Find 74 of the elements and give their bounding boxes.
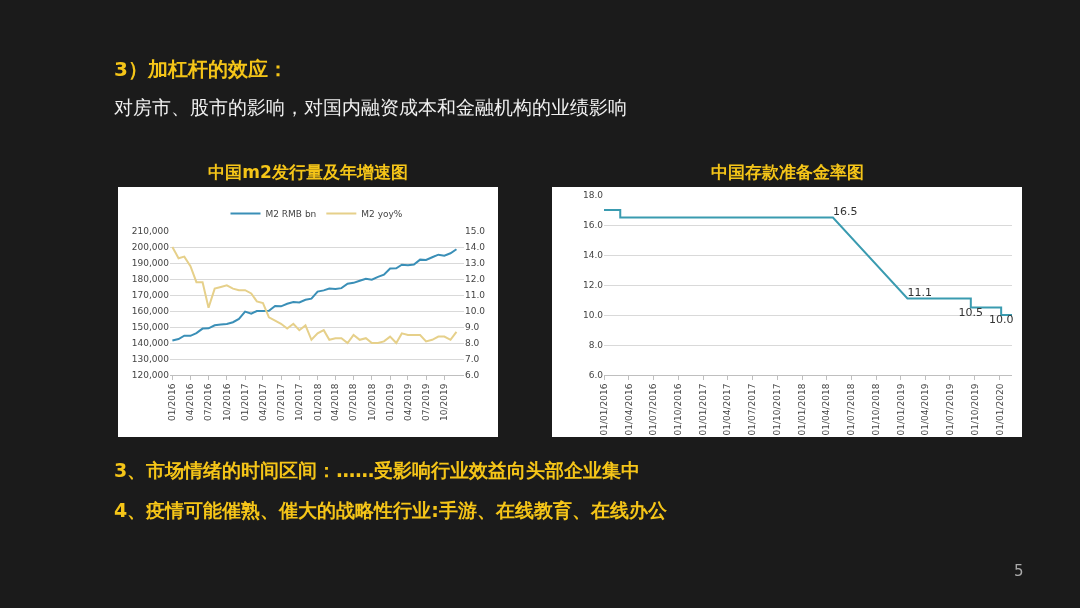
x-tick-label: 01/01/2016 bbox=[598, 383, 609, 436]
text: 3）加杠杆的效应： bbox=[114, 56, 288, 83]
y-tick-label: 190,000 bbox=[131, 258, 170, 269]
x-tick-label: 07/2016 bbox=[203, 383, 214, 421]
y-tick-label: 210,000 bbox=[131, 226, 170, 237]
x-tick-label: 07/2017 bbox=[275, 383, 286, 421]
x-tick-label: 10/2016 bbox=[221, 383, 232, 421]
x-tick-label: 10/2018 bbox=[366, 383, 377, 421]
y-tick-label: 130,000 bbox=[131, 354, 170, 365]
x-tick-label: 01/07/2019 bbox=[944, 383, 955, 436]
x-tick-label: 04/2016 bbox=[185, 383, 196, 421]
x-tick-label: 04/2017 bbox=[257, 383, 268, 421]
x-tick-label: 01/10/2016 bbox=[673, 383, 684, 436]
data-label: 10.0 bbox=[988, 313, 1014, 327]
x-tick-label: 01/04/2016 bbox=[623, 383, 634, 436]
y2-tick-label: 11.0 bbox=[465, 290, 486, 301]
y-tick-label: 6.0 bbox=[588, 370, 604, 381]
x-tick-label: 01/04/2019 bbox=[920, 383, 931, 436]
y-tick-label: 180,000 bbox=[131, 274, 170, 285]
y2-tick-label: 14.0 bbox=[465, 242, 486, 253]
text: 对房市、股市的影响，对国内融资成本和金融机构的业绩影响 bbox=[114, 95, 627, 120]
x-tick-label: 01/04/2018 bbox=[821, 383, 832, 436]
chart-title: 中国m2发行量及年增速图 bbox=[207, 161, 409, 184]
x-tick-label: 01/10/2017 bbox=[772, 383, 783, 436]
x-tick-label: 07/2018 bbox=[348, 383, 359, 421]
x-tick-label: 04/2019 bbox=[402, 383, 413, 421]
y2-tick-label: 10.0 bbox=[465, 306, 486, 317]
x-tick-label: 10/2017 bbox=[294, 383, 305, 421]
x-tick-label: 01/07/2018 bbox=[846, 383, 857, 436]
text: 4、疫情可能催熟、催大的战略性行业:手游、在线教育、在线办公 bbox=[114, 498, 667, 523]
x-tick-label: 01/07/2017 bbox=[747, 383, 758, 436]
x-tick-label: 01/2016 bbox=[167, 383, 178, 421]
x-tick-label: 01/07/2016 bbox=[648, 383, 659, 436]
y-tick-label: 18.0 bbox=[582, 190, 604, 201]
y2-tick-label: 13.0 bbox=[465, 258, 486, 269]
chart-title: 中国存款准备金率图 bbox=[709, 161, 865, 184]
y-tick-label: 12.0 bbox=[582, 280, 604, 291]
x-tick-label: 10/2019 bbox=[439, 383, 450, 421]
y-tick-label: 140,000 bbox=[131, 338, 170, 349]
x-tick-label: 01/01/2020 bbox=[994, 383, 1005, 436]
x-tick-label: 01/2018 bbox=[312, 383, 323, 421]
y-tick-label: 150,000 bbox=[131, 322, 170, 333]
x-tick-label: 01/10/2018 bbox=[870, 383, 881, 436]
y2-tick-label: 6.0 bbox=[465, 370, 480, 381]
y-tick-label: 120,000 bbox=[131, 370, 170, 381]
x-tick-label: 04/2018 bbox=[330, 383, 341, 421]
line-series bbox=[604, 209, 1012, 316]
text: 5 bbox=[1014, 562, 1024, 580]
y-tick-label: 160,000 bbox=[131, 306, 170, 317]
y2-tick-label: 7.0 bbox=[465, 354, 480, 365]
text: 3、市场情绪的时间区间：……受影响行业效益向头部企业集中 bbox=[114, 458, 641, 483]
y-tick-label: 8.0 bbox=[588, 340, 604, 351]
x-tick-label: 01/04/2017 bbox=[722, 383, 733, 436]
y-tick-label: 170,000 bbox=[131, 290, 170, 301]
y2-tick-label: 8.0 bbox=[465, 338, 480, 349]
y2-tick-label: 9.0 bbox=[465, 322, 480, 333]
x-tick-label: 07/2019 bbox=[420, 383, 431, 421]
x-tick-label: 01/10/2019 bbox=[969, 383, 980, 436]
y-tick-label: 14.0 bbox=[582, 250, 604, 261]
y2-tick-label: 15.0 bbox=[465, 226, 486, 237]
y2-tick-label: 12.0 bbox=[465, 274, 486, 285]
y-tick-label: 200,000 bbox=[131, 242, 170, 253]
legend-label: M2 yoy% bbox=[361, 209, 403, 220]
x-tick-label: 01/01/2019 bbox=[895, 383, 906, 436]
data-label: 10.5 bbox=[958, 305, 984, 319]
x-tick-label: 01/01/2017 bbox=[698, 383, 709, 436]
y-tick-label: 16.0 bbox=[582, 220, 604, 231]
data-label: 11.1 bbox=[907, 285, 932, 299]
x-tick-label: 01/2019 bbox=[385, 383, 396, 421]
y-tick-label: 10.0 bbox=[582, 310, 604, 321]
x-tick-label: 01/2017 bbox=[240, 383, 251, 421]
data-label: 16.5 bbox=[832, 204, 858, 218]
legend-label: M2 RMB bn bbox=[265, 209, 317, 220]
x-tick-label: 01/01/2018 bbox=[796, 383, 807, 436]
